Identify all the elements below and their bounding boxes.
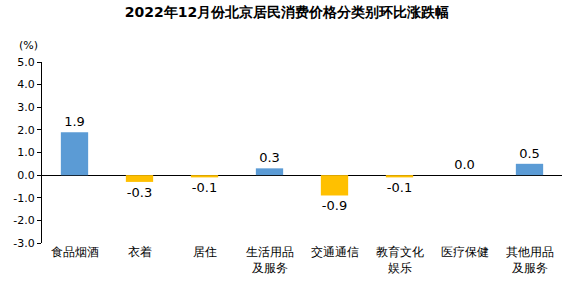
- svg-text:衣着: 衣着: [128, 245, 152, 259]
- svg-text:居住: 居住: [193, 245, 217, 259]
- svg-text:0.3: 0.3: [259, 150, 280, 165]
- svg-text:(%): (%): [19, 39, 38, 52]
- svg-text:-1.0: -1.0: [13, 192, 34, 205]
- svg-text:-0.1: -0.1: [387, 180, 412, 195]
- svg-text:0.0: 0.0: [17, 169, 35, 182]
- svg-text:交通通信: 交通通信: [311, 245, 359, 259]
- svg-text:生活用品及服务: 生活用品及服务: [246, 245, 294, 275]
- svg-text:2.0: 2.0: [17, 124, 35, 137]
- svg-text:4.0: 4.0: [17, 78, 35, 91]
- svg-text:-3.0: -3.0: [13, 237, 34, 250]
- svg-text:-0.3: -0.3: [127, 185, 152, 200]
- svg-text:5.0: 5.0: [17, 56, 35, 69]
- svg-text:教育文化娱乐: 教育文化娱乐: [376, 245, 424, 275]
- svg-text:0.0: 0.0: [454, 157, 475, 172]
- svg-text:-0.1: -0.1: [192, 180, 217, 195]
- svg-text:1.9: 1.9: [64, 114, 85, 129]
- svg-text:0.5: 0.5: [519, 146, 540, 161]
- svg-text:-2.0: -2.0: [13, 214, 34, 227]
- svg-text:3.0: 3.0: [17, 101, 35, 114]
- svg-text:-0.9: -0.9: [322, 198, 347, 213]
- svg-text:食品烟酒: 食品烟酒: [51, 245, 99, 259]
- svg-text:1.0: 1.0: [17, 146, 35, 159]
- svg-text:其他用品及服务: 其他用品及服务: [506, 245, 554, 275]
- svg-text:2022年12月份北京居民消费价格分类别环比涨跌幅: 2022年12月份北京居民消费价格分类别环比涨跌幅: [125, 4, 449, 20]
- svg-text:医疗保健: 医疗保健: [441, 245, 489, 259]
